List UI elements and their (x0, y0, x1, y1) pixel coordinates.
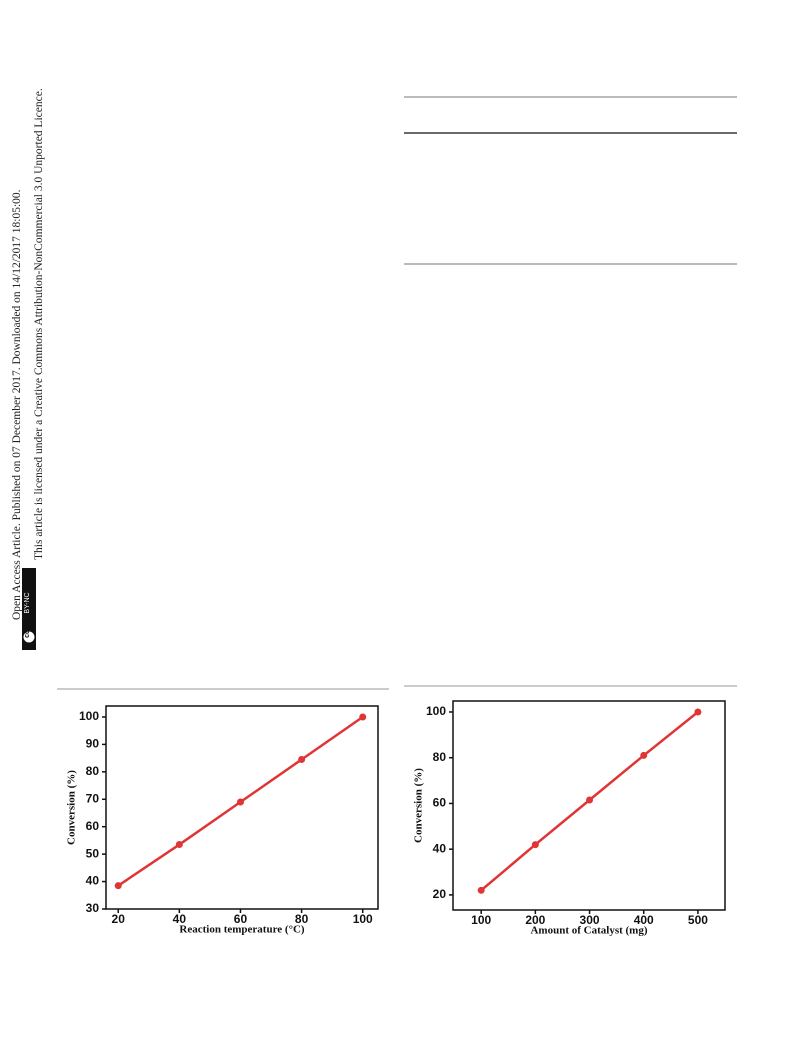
cc-icon-text: cc (24, 630, 31, 638)
y-tick-label: 40 (86, 874, 100, 888)
y-tick-label: 80 (86, 764, 100, 778)
x-tick-label: 100 (353, 912, 373, 926)
x-tick-label: 500 (688, 913, 708, 927)
y-tick-label: 80 (433, 750, 447, 764)
y-axis-label: Conversion (%) (413, 768, 425, 843)
data-point (477, 886, 485, 894)
sidebar-line: Open Access Article. Published on 07 Dec… (11, 189, 23, 620)
x-tick-label: 300 (580, 913, 600, 927)
x-tick-label: 400 (634, 913, 654, 927)
data-point (640, 751, 648, 759)
data-point (298, 755, 306, 763)
x-axis-label: Amount of Catalyst (mg) (530, 925, 647, 937)
y-tick-label: 20 (433, 887, 447, 901)
y-tick-label: 40 (433, 841, 447, 855)
data-point (236, 798, 244, 806)
y-tick-label: 30 (86, 901, 100, 915)
y-tick-label: 50 (86, 846, 100, 860)
x-axis-label: Reaction temperature (°C) (179, 924, 304, 936)
data-point (586, 796, 594, 804)
y-tick-label: 100 (426, 704, 446, 718)
license-badge (22, 568, 36, 650)
x-tick-label: 60 (234, 912, 248, 926)
data-point (114, 882, 122, 890)
data-point (175, 841, 183, 849)
data-point (531, 841, 539, 849)
x-tick-label: 80 (295, 912, 309, 926)
y-tick-label: 60 (433, 796, 447, 810)
y-tick-label: 100 (79, 709, 99, 723)
y-tick-label: 70 (86, 791, 100, 805)
y-tick-label: 90 (86, 737, 100, 751)
badge-text: BY-NC (24, 592, 31, 613)
plot-frame (105, 705, 379, 910)
x-tick-label: 200 (525, 913, 545, 927)
x-tick-label: 20 (112, 912, 126, 926)
y-tick-label: 60 (86, 819, 100, 833)
y-axis-label: Conversion (%) (66, 770, 78, 845)
x-tick-label: 100 (471, 913, 491, 927)
data-point (694, 708, 702, 716)
x-tick-label: 40 (173, 912, 187, 926)
data-point (359, 713, 367, 721)
sidebar-line: This article is licensed under a Creativ… (33, 88, 45, 560)
cc-icon (22, 630, 36, 644)
